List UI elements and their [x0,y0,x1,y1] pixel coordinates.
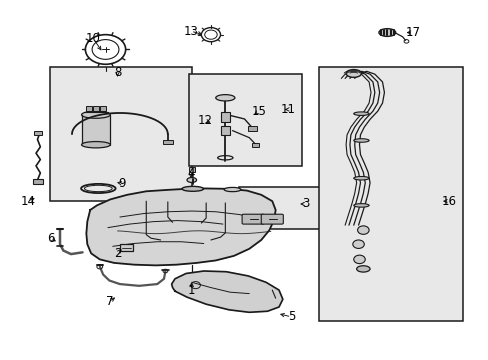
Ellipse shape [215,95,234,101]
Bar [163,140,172,144]
Text: 8: 8 [114,66,121,79]
FancyBboxPatch shape [261,214,283,224]
Text: 5: 5 [287,310,295,323]
Bar [220,112,230,122]
Bar [220,126,230,135]
Text: 4: 4 [187,167,194,180]
Text: 2: 2 [114,247,121,260]
Bar [33,179,43,184]
Polygon shape [171,271,282,312]
Text: 17: 17 [405,26,420,39]
Ellipse shape [378,29,395,36]
Text: 11: 11 [281,103,295,116]
Bar [238,187,321,229]
Ellipse shape [356,266,369,272]
Ellipse shape [81,111,110,118]
Bar [81,115,110,145]
Bar [34,131,42,135]
Polygon shape [86,189,275,265]
Ellipse shape [186,177,196,183]
Bar [189,74,302,166]
Text: 7: 7 [105,295,113,308]
Bar [86,105,91,111]
Bar [318,67,462,321]
Bar [188,167,194,171]
Ellipse shape [353,204,368,207]
Ellipse shape [224,188,241,192]
Circle shape [357,226,368,234]
Circle shape [352,240,364,248]
Ellipse shape [81,141,110,148]
Text: 10: 10 [86,32,101,45]
Ellipse shape [353,176,368,180]
Bar [100,105,106,111]
FancyBboxPatch shape [242,214,264,224]
Bar [248,126,256,131]
Text: 9: 9 [118,177,126,190]
Ellipse shape [353,112,368,116]
Text: 16: 16 [441,195,456,208]
Bar [120,244,133,251]
Text: 14: 14 [20,195,35,208]
Bar [50,67,191,201]
Bar [251,143,258,147]
Text: 13: 13 [183,24,198,37]
Text: 15: 15 [251,105,266,118]
Text: 6: 6 [46,232,54,245]
Ellipse shape [353,139,368,142]
Ellipse shape [182,186,203,191]
Text: 12: 12 [197,114,212,127]
Text: 3: 3 [302,198,309,211]
Text: 1: 1 [188,284,195,297]
Ellipse shape [346,69,361,77]
Circle shape [353,255,365,264]
Bar [93,105,99,111]
